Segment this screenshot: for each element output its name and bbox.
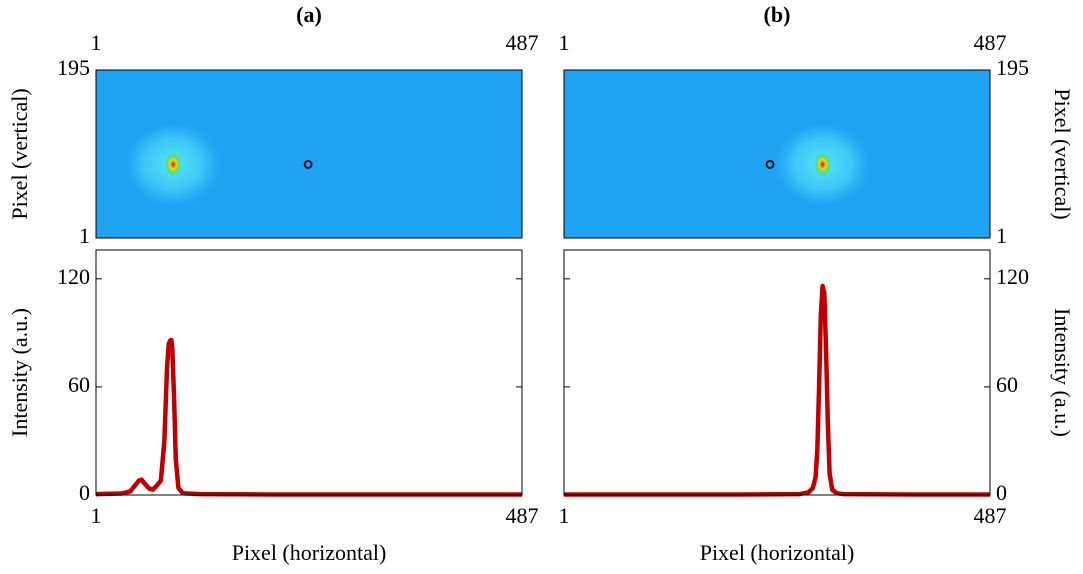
spot [812,150,833,179]
profile-line [95,337,522,497]
y-tick-label: 195 [57,55,90,80]
y-tick-label: 1 [996,223,1007,248]
plot-background [96,250,522,495]
y-axis-label: Pixel (vertical) [7,88,32,219]
frame [95,69,523,239]
profile-line [564,283,990,497]
beam-center [303,159,313,169]
frame [563,69,991,239]
plot-background [564,250,990,495]
y-tick-label: 60 [996,372,1018,397]
x-tick-label: 487 [506,503,539,528]
panel-title: (a) [296,2,322,27]
y-axis-label: Intensity (a.u.) [1050,308,1075,437]
x-axis-label: Pixel (horizontal) [700,540,855,565]
x-tick-label: 487 [974,503,1007,528]
y-tick-label: 120 [57,264,90,289]
frame [95,249,523,496]
panel-title: (b) [764,2,791,27]
x-tick-label: 487 [506,30,539,55]
x-tick-label: 1 [91,503,102,528]
y-tick-label: 60 [68,372,90,397]
y-tick-label: 195 [996,55,1029,80]
y-tick-label: 0 [79,480,90,505]
x-axis-label: Pixel (horizontal) [232,540,387,565]
y-tick-label: 120 [996,264,1029,289]
x-tick-label: 1 [91,30,102,55]
x-tick-label: 1 [559,30,570,55]
frame [563,249,991,496]
spot [163,150,184,179]
y-axis-label: Pixel (vertical) [1050,88,1075,219]
y-tick-label: 1 [79,223,90,248]
beam-center [765,159,775,169]
y-tick-label: 0 [996,480,1007,505]
x-tick-label: 1 [559,503,570,528]
x-tick-label: 487 [974,30,1007,55]
y-axis-label: Intensity (a.u.) [7,308,32,437]
